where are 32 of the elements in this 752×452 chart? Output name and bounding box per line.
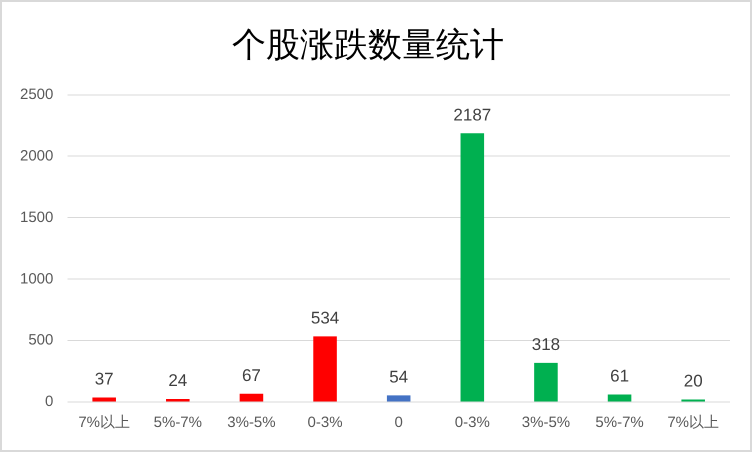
y-tick-label: 0 xyxy=(45,393,54,410)
bar xyxy=(313,336,337,402)
x-tick-label: 0-3% xyxy=(454,414,490,432)
bar xyxy=(92,397,116,402)
data-label: 534 xyxy=(310,308,340,328)
data-label: 2187 xyxy=(453,105,492,124)
data-label: 318 xyxy=(532,335,560,354)
y-tick-label: 1500 xyxy=(20,208,54,226)
x-tick-label: 3%-5% xyxy=(522,414,570,432)
bar xyxy=(386,395,410,402)
y-tick-label: 2500 xyxy=(20,86,54,103)
data-label: 61 xyxy=(610,366,630,386)
y-tick-label: 2000 xyxy=(20,147,54,164)
chart-title: 个股涨跌数量统计 xyxy=(232,26,504,64)
x-tick-label: 0-3% xyxy=(308,414,343,432)
x-tick-label: 0 xyxy=(394,414,403,432)
data-label: 37 xyxy=(94,370,114,389)
x-tick-label: 7%以上 xyxy=(667,414,720,432)
y-tick-label: 1000 xyxy=(20,270,54,288)
y-tick-label: 500 xyxy=(28,332,54,349)
data-label: 20 xyxy=(684,372,703,391)
data-label: 54 xyxy=(389,368,408,387)
x-tick-label: 3%-5% xyxy=(227,414,276,432)
bar xyxy=(534,362,558,402)
x-tick-label: 5%-7% xyxy=(595,414,644,432)
bar xyxy=(608,394,632,402)
data-label: 24 xyxy=(168,371,188,390)
x-tick-label: 7%以上 xyxy=(78,414,130,432)
bar xyxy=(460,133,484,402)
x-tick-label: 5%-7% xyxy=(154,414,202,432)
data-label: 67 xyxy=(242,366,261,385)
bar xyxy=(240,394,264,402)
